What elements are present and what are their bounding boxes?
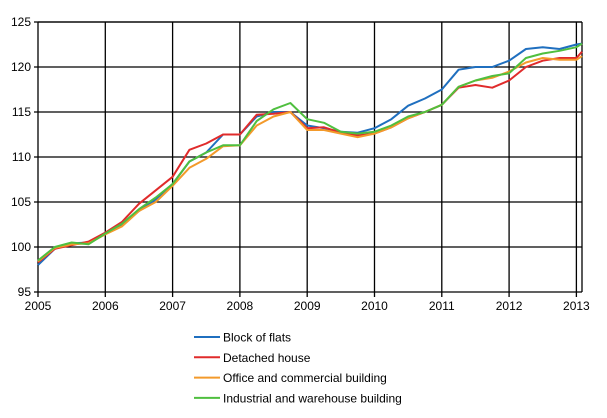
x-tick-label: 2009 (294, 299, 321, 313)
y-tick-label: 105 (11, 195, 31, 209)
y-tick-label: 95 (18, 285, 32, 299)
x-tick-label: 2008 (227, 299, 254, 313)
series-line-3 (37, 42, 583, 262)
legend-label: Industrial and warehouse building (223, 391, 402, 405)
legend: Block of flats Detached house Office and c… (194, 331, 402, 405)
x-axis: 2005 2006 2007 2008 2009 2010 2011 2012 2013 (25, 299, 590, 313)
y-tick-label: 125 (11, 15, 31, 29)
series-line-0 (37, 42, 583, 266)
series-line-2 (37, 55, 583, 263)
x-tick-label: 2013 (563, 299, 590, 313)
y-tick-label: 100 (11, 240, 31, 254)
y-axis: 95 100 105 110 115 120 125 (11, 15, 31, 299)
series-line-1 (37, 51, 583, 264)
y-tick-label: 115 (12, 105, 31, 119)
y-tick-label: 110 (12, 150, 31, 164)
x-tick-label: 2010 (361, 299, 388, 313)
x-tick-label: 2011 (429, 299, 455, 313)
legend-label: Block of flats (223, 331, 291, 345)
legend-label: Detached house (223, 351, 311, 365)
legend-label: Office and commercial building (223, 371, 387, 385)
x-tick-label: 2012 (496, 299, 523, 313)
series-lines (37, 42, 583, 266)
x-tick-label: 2006 (92, 299, 119, 313)
y-tick-label: 120 (11, 60, 31, 74)
x-tick-label: 2007 (159, 299, 186, 313)
grid (34, 21, 583, 297)
x-tick-label: 2005 (25, 299, 52, 313)
